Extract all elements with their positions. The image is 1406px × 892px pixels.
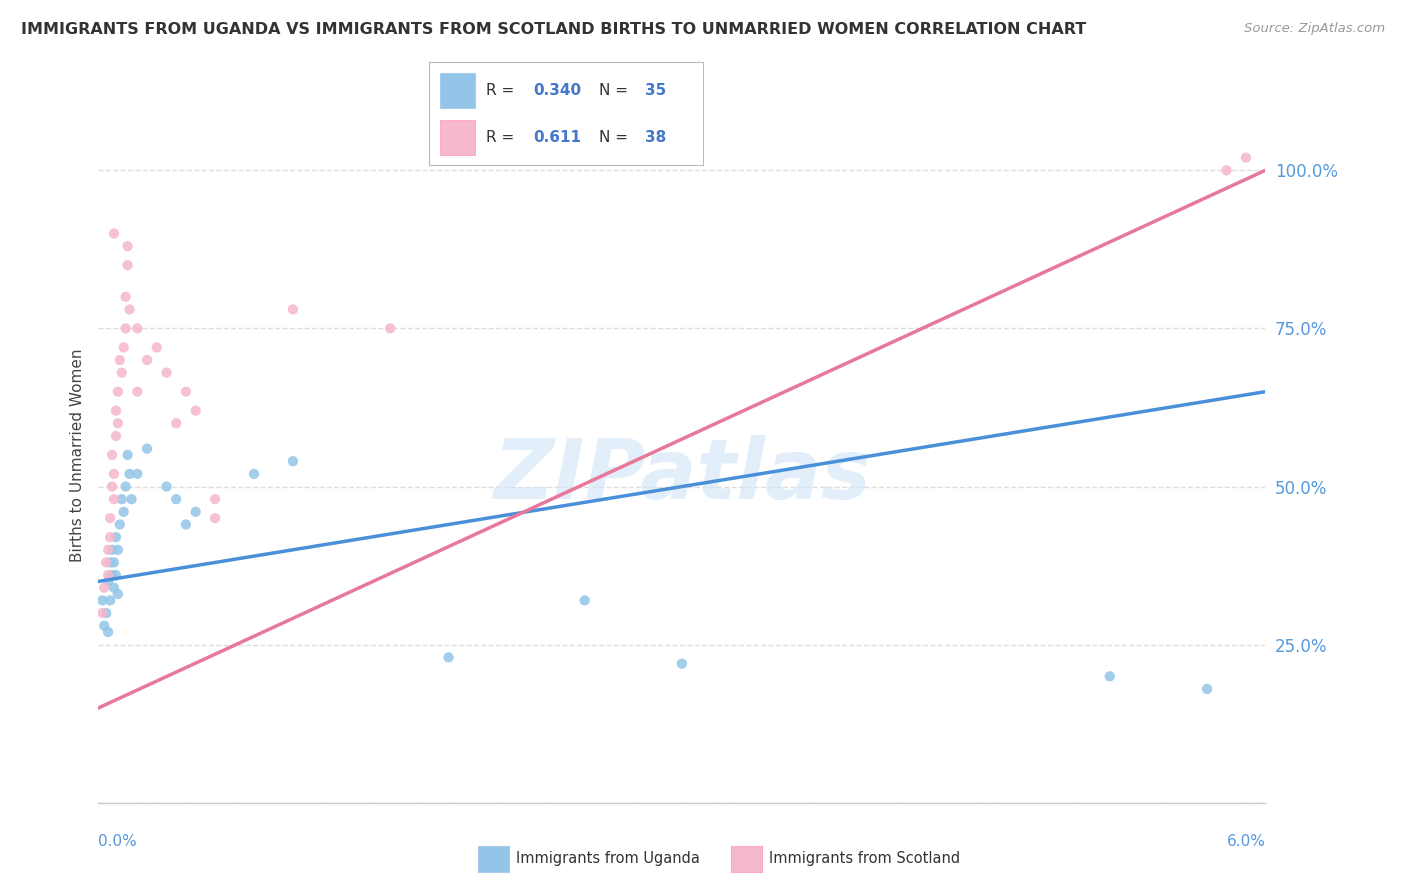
- Point: [121, 492, 143, 507]
- Text: N =: N =: [599, 83, 628, 97]
- Point: [184, 403, 207, 417]
- Text: IMMIGRANTS FROM UGANDA VS IMMIGRANTS FROM SCOTLAND BIRTHS TO UNMARRIED WOMEN COR: IMMIGRANTS FROM UGANDA VS IMMIGRANTS FRO…: [21, 22, 1087, 37]
- Point: [155, 479, 177, 493]
- Text: N =: N =: [599, 130, 628, 145]
- Text: Source: ZipAtlas.com: Source: ZipAtlas.com: [1244, 22, 1385, 36]
- Point: [1215, 163, 1237, 178]
- Point: [96, 606, 118, 620]
- Point: [98, 556, 121, 570]
- Point: [107, 542, 129, 557]
- Point: [101, 448, 124, 462]
- Point: [97, 568, 120, 582]
- Text: ZIPatlas: ZIPatlas: [494, 435, 870, 516]
- Point: [101, 479, 124, 493]
- Point: [98, 530, 121, 544]
- Point: [104, 530, 127, 544]
- Point: [103, 467, 125, 481]
- Point: [574, 593, 596, 607]
- Y-axis label: Births to Unmarried Women: Births to Unmarried Women: [69, 348, 84, 562]
- Point: [93, 618, 115, 632]
- Point: [107, 384, 129, 399]
- Point: [281, 302, 304, 317]
- Point: [104, 568, 127, 582]
- Point: [114, 479, 136, 493]
- Text: R =: R =: [486, 130, 515, 145]
- Point: [1195, 681, 1218, 696]
- Point: [165, 417, 187, 431]
- Point: [184, 505, 207, 519]
- Text: 6.0%: 6.0%: [1226, 834, 1265, 849]
- Point: [98, 593, 121, 607]
- Point: [97, 625, 120, 640]
- Point: [97, 542, 120, 557]
- Point: [103, 556, 125, 570]
- Point: [97, 574, 120, 589]
- Point: [204, 511, 226, 525]
- Point: [112, 505, 135, 519]
- Point: [165, 492, 187, 507]
- Text: 0.0%: 0.0%: [98, 834, 138, 849]
- Point: [127, 321, 149, 335]
- Point: [174, 517, 197, 532]
- Point: [118, 302, 141, 317]
- Point: [117, 448, 139, 462]
- Text: Immigrants from Uganda: Immigrants from Uganda: [516, 851, 700, 865]
- Point: [117, 258, 139, 272]
- Text: R =: R =: [486, 83, 515, 97]
- Point: [114, 321, 136, 335]
- Point: [243, 467, 266, 481]
- Text: 0.340: 0.340: [533, 83, 581, 97]
- FancyBboxPatch shape: [440, 120, 475, 155]
- Point: [117, 239, 139, 253]
- Point: [91, 593, 114, 607]
- Point: [111, 492, 134, 507]
- Point: [104, 403, 127, 417]
- FancyBboxPatch shape: [440, 73, 475, 108]
- Point: [112, 340, 135, 354]
- Point: [101, 568, 124, 582]
- Point: [671, 657, 693, 671]
- Point: [127, 384, 149, 399]
- Point: [127, 467, 149, 481]
- Point: [107, 587, 129, 601]
- Point: [204, 492, 226, 507]
- Point: [104, 429, 127, 443]
- Point: [96, 556, 118, 570]
- Text: 0.611: 0.611: [533, 130, 581, 145]
- Point: [111, 366, 134, 380]
- Point: [437, 650, 460, 665]
- Point: [1098, 669, 1121, 683]
- Point: [118, 467, 141, 481]
- Point: [136, 353, 159, 368]
- Point: [378, 321, 402, 335]
- Point: [103, 492, 125, 507]
- Point: [101, 542, 124, 557]
- Point: [136, 442, 159, 456]
- Point: [146, 340, 169, 354]
- Point: [103, 581, 125, 595]
- Point: [98, 511, 121, 525]
- Point: [114, 290, 136, 304]
- Point: [155, 366, 177, 380]
- Point: [108, 517, 131, 532]
- Point: [108, 353, 131, 368]
- Point: [174, 384, 197, 399]
- Text: 38: 38: [645, 130, 666, 145]
- Text: Immigrants from Scotland: Immigrants from Scotland: [769, 851, 960, 865]
- Text: 35: 35: [645, 83, 666, 97]
- Point: [107, 417, 129, 431]
- Point: [91, 606, 114, 620]
- Point: [281, 454, 304, 468]
- Point: [1234, 151, 1257, 165]
- Point: [93, 581, 115, 595]
- Point: [103, 227, 125, 241]
